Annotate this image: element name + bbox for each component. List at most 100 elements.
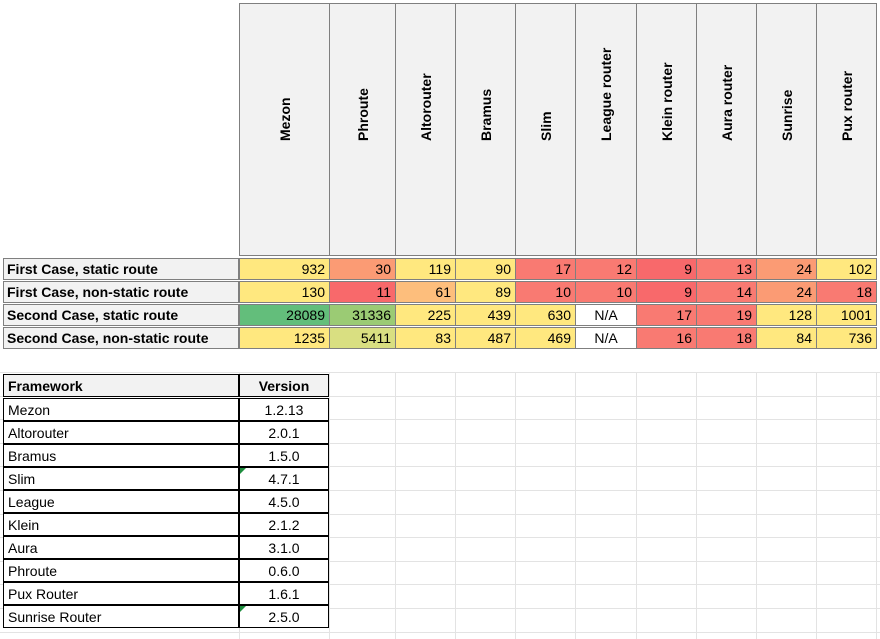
column-header-label: Slim <box>537 111 554 141</box>
framework-cell[interactable]: Mezon <box>3 398 239 421</box>
data-cell[interactable]: 18 <box>696 327 757 349</box>
data-cell[interactable]: 1001 <box>816 304 877 326</box>
column-header[interactable]: League router <box>575 3 637 256</box>
gridline-horizontal <box>0 466 880 467</box>
data-cell[interactable]: 61 <box>395 281 456 303</box>
comment-indicator-icon <box>240 468 246 474</box>
column-header-label: Phroute <box>354 88 371 141</box>
data-cell[interactable]: 469 <box>515 327 576 349</box>
data-cell[interactable]: 736 <box>816 327 877 349</box>
data-cell[interactable]: 630 <box>515 304 576 326</box>
row-label[interactable]: Second Case, static route <box>3 304 239 326</box>
gridline-horizontal <box>0 608 880 609</box>
gridline-horizontal <box>0 584 880 585</box>
data-cell[interactable]: 89 <box>455 281 516 303</box>
framework-cell[interactable]: League <box>3 490 239 513</box>
column-header-label: Klein router <box>658 62 675 141</box>
gridline-vertical <box>876 372 877 639</box>
version-cell[interactable]: 4.7.1 <box>239 467 329 490</box>
column-header-label: League router <box>598 47 614 141</box>
framework-cell[interactable]: Altorouter <box>3 421 239 444</box>
data-cell[interactable]: 10 <box>575 281 637 303</box>
gridline-vertical <box>575 372 576 639</box>
data-cell[interactable]: 31336 <box>329 304 396 326</box>
data-cell[interactable]: 84 <box>756 327 817 349</box>
column-header[interactable]: Sunrise <box>756 3 817 256</box>
row-label[interactable]: First Case, non-static route <box>3 281 239 303</box>
data-cell[interactable]: 1235 <box>239 327 330 349</box>
framework-cell[interactable]: Phroute <box>3 559 239 582</box>
data-cell[interactable]: 130 <box>239 281 330 303</box>
version-cell[interactable]: 2.1.2 <box>239 513 329 536</box>
column-header-label: Altorouter <box>417 73 434 141</box>
data-cell[interactable]: 90 <box>455 258 516 280</box>
data-cell[interactable]: 10 <box>515 281 576 303</box>
data-cell[interactable]: N/A <box>575 327 637 349</box>
data-cell[interactable]: 487 <box>455 327 516 349</box>
version-cell[interactable]: 1.2.13 <box>239 398 329 421</box>
version-cell[interactable]: 1.6.1 <box>239 582 329 605</box>
data-cell[interactable]: 83 <box>395 327 456 349</box>
framework-cell[interactable]: Aura <box>3 536 239 559</box>
row-label[interactable]: Second Case, non-static route <box>3 327 239 349</box>
column-header[interactable]: Aura router <box>696 3 757 256</box>
data-cell[interactable]: N/A <box>575 304 637 326</box>
version-cell[interactable]: 3.1.0 <box>239 536 329 559</box>
data-cell[interactable]: 19 <box>696 304 757 326</box>
column-header[interactable]: Phroute <box>329 3 396 256</box>
gridline-horizontal <box>0 419 880 420</box>
framework-cell[interactable]: Pux Router <box>3 582 239 605</box>
data-cell[interactable]: 439 <box>455 304 516 326</box>
version-cell[interactable]: 4.5.0 <box>239 490 329 513</box>
column-header[interactable]: Slim <box>515 3 576 256</box>
gridline-horizontal <box>0 396 880 397</box>
data-cell[interactable]: 128 <box>756 304 817 326</box>
row-label[interactable]: First Case, static route <box>3 258 239 280</box>
version-cell[interactable]: 0.6.0 <box>239 559 329 582</box>
data-cell[interactable]: 18 <box>816 281 877 303</box>
gridline-vertical <box>756 372 757 639</box>
version-cell[interactable]: 2.0.1 <box>239 421 329 444</box>
gridline-horizontal <box>0 561 880 562</box>
gridline-vertical <box>515 372 516 639</box>
framework-cell[interactable]: Slim <box>3 467 239 490</box>
data-cell[interactable]: 24 <box>756 281 817 303</box>
data-cell[interactable]: 17 <box>636 304 697 326</box>
gridline-vertical <box>696 372 697 639</box>
framework-header[interactable]: Framework <box>3 374 239 397</box>
column-header-label: Mezon <box>276 97 293 141</box>
data-cell[interactable]: 14 <box>696 281 757 303</box>
data-cell[interactable]: 9 <box>636 258 697 280</box>
data-cell[interactable]: 13 <box>696 258 757 280</box>
data-cell[interactable]: 9 <box>636 281 697 303</box>
column-header[interactable]: Klein router <box>636 3 697 256</box>
data-cell[interactable]: 17 <box>515 258 576 280</box>
data-cell[interactable]: 11 <box>329 281 396 303</box>
version-cell[interactable]: 2.5.0 <box>239 605 329 628</box>
data-cell[interactable]: 932 <box>239 258 330 280</box>
gridline-horizontal <box>0 490 880 491</box>
data-cell[interactable]: 102 <box>816 258 877 280</box>
framework-cell[interactable]: Sunrise Router <box>3 605 239 628</box>
column-header[interactable]: Altorouter <box>395 3 456 256</box>
column-header-label: Sunrise <box>778 89 795 141</box>
column-header[interactable]: Pux router <box>816 3 877 256</box>
version-header[interactable]: Version <box>239 374 329 397</box>
data-cell[interactable]: 24 <box>756 258 817 280</box>
framework-cell[interactable]: Klein <box>3 513 239 536</box>
gridline-horizontal <box>0 537 880 538</box>
data-cell[interactable]: 12 <box>575 258 637 280</box>
gridline-horizontal <box>0 443 880 444</box>
version-cell[interactable]: 1.5.0 <box>239 444 329 467</box>
data-cell[interactable]: 225 <box>395 304 456 326</box>
column-header-label: Aura router <box>718 64 735 141</box>
data-cell[interactable]: 30 <box>329 258 396 280</box>
column-header[interactable]: Bramus <box>455 3 516 256</box>
gridline-vertical <box>816 372 817 639</box>
data-cell[interactable]: 28089 <box>239 304 330 326</box>
data-cell[interactable]: 5411 <box>329 327 396 349</box>
column-header[interactable]: Mezon <box>239 3 330 256</box>
framework-cell[interactable]: Bramus <box>3 444 239 467</box>
data-cell[interactable]: 16 <box>636 327 697 349</box>
data-cell[interactable]: 119 <box>395 258 456 280</box>
